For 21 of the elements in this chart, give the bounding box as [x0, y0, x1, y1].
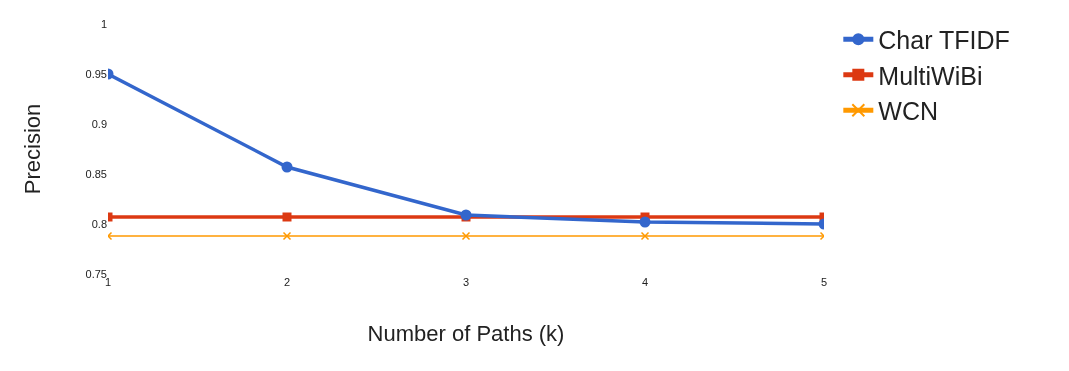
- legend-label: Char TFIDF: [878, 26, 1010, 54]
- x-axis-title: Number of Paths (k): [367, 320, 565, 346]
- y-axis-title: Precision: [20, 103, 46, 195]
- y-tick-label: 1: [100, 17, 107, 30]
- x-tick-label: 2: [283, 276, 291, 288]
- point: [461, 231, 471, 241]
- legend-label: WCN: [878, 97, 939, 125]
- y-tick-label: 0.85: [85, 167, 107, 180]
- x-tick-label: 3: [462, 276, 470, 288]
- y-tick-label: 0.75: [85, 267, 107, 280]
- x-tick-label: 4: [641, 276, 649, 288]
- legend-label: MultiWiBi: [878, 61, 983, 90]
- y-tick-label: 0.95: [85, 67, 107, 80]
- point: [639, 216, 651, 228]
- y-tick-label: 0.8: [91, 217, 107, 230]
- point: [281, 161, 293, 173]
- point: [640, 231, 650, 241]
- point: [282, 231, 292, 241]
- y-tick-label: 0.9: [91, 117, 107, 130]
- x-tick-label: 5: [820, 276, 828, 288]
- point: [282, 212, 292, 222]
